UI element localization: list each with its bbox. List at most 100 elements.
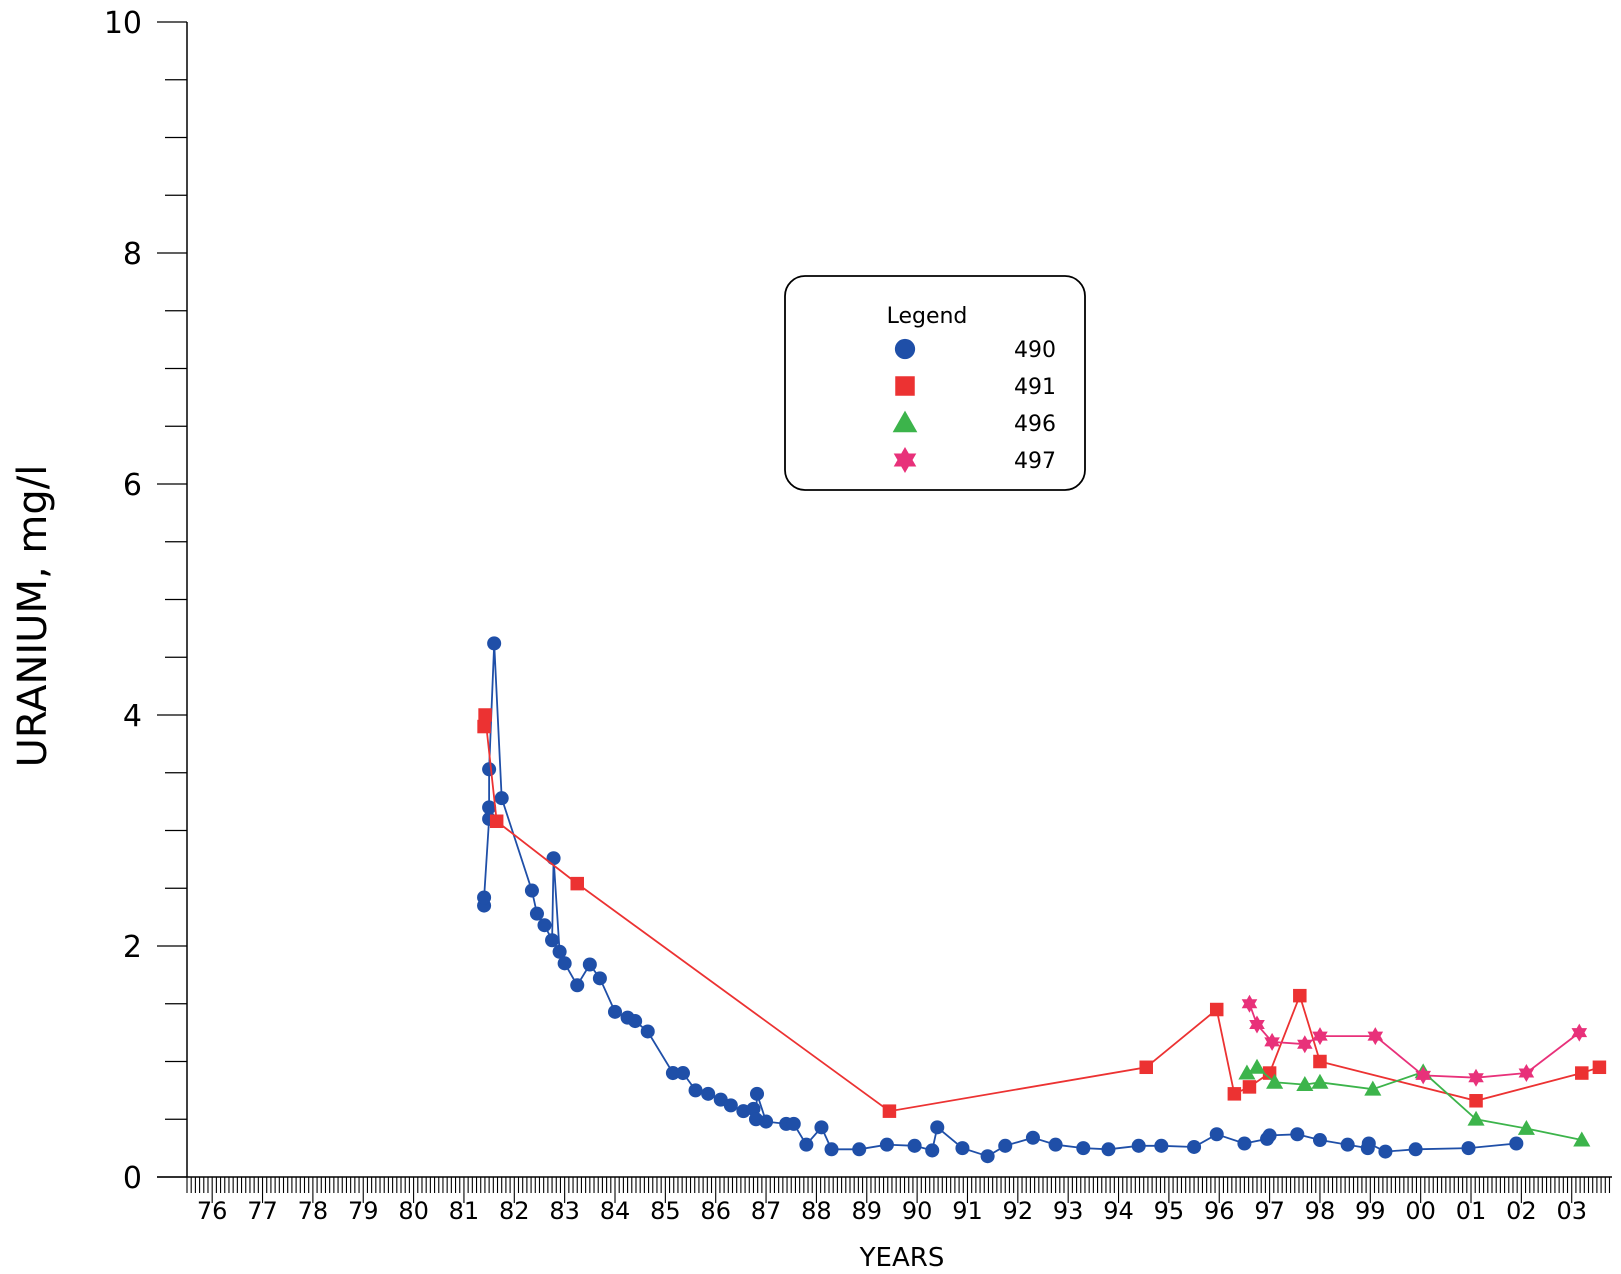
data-point-490 — [607, 1004, 623, 1019]
data-point-490 — [814, 1120, 829, 1135]
data-point-490 — [524, 883, 539, 898]
y-axis-title: URANIUM, mg/l — [10, 465, 56, 768]
x-axis-title: YEARS — [859, 1243, 945, 1273]
data-point-490 — [628, 1014, 643, 1029]
data-point-490 — [1209, 1127, 1224, 1142]
data-point-490 — [701, 1086, 716, 1101]
data-point-491 — [1575, 1066, 1589, 1080]
legend-title: Legend — [887, 304, 968, 329]
data-point-490 — [1237, 1136, 1252, 1151]
data-point-497 — [1297, 1035, 1313, 1054]
x-tick-label: 90 — [902, 1197, 933, 1225]
x-tick-label: 78 — [298, 1197, 329, 1225]
data-point-490 — [799, 1137, 814, 1152]
legend-marker-490 — [894, 338, 916, 360]
data-point-490 — [955, 1141, 970, 1156]
data-point-490 — [665, 1066, 680, 1081]
data-point-490 — [1025, 1130, 1040, 1145]
series-497 — [1241, 994, 1588, 1087]
y-tick-label: 4 — [123, 699, 142, 734]
data-point-491 — [478, 708, 492, 722]
x-tick-label: 77 — [247, 1197, 278, 1225]
x-tick-label: 84 — [600, 1197, 631, 1225]
series-491 — [477, 708, 1607, 1118]
data-point-490 — [998, 1138, 1013, 1153]
data-point-497 — [1367, 1027, 1384, 1046]
x-tick-label: 93 — [1053, 1197, 1084, 1225]
data-point-490 — [675, 1066, 691, 1081]
data-point-497 — [1249, 1015, 1265, 1034]
data-point-490 — [552, 944, 567, 959]
data-point-490 — [1340, 1137, 1355, 1152]
x-tick-label: 80 — [398, 1197, 429, 1225]
x-tick-label: 01 — [1456, 1197, 1487, 1225]
data-point-490 — [786, 1116, 801, 1131]
data-point-490 — [582, 957, 597, 972]
data-point-497 — [1415, 1066, 1431, 1085]
data-point-491 — [1293, 988, 1307, 1003]
x-tick-label: 82 — [499, 1197, 530, 1225]
data-point-496 — [1311, 1073, 1329, 1089]
data-point-491 — [477, 719, 491, 734]
data-point-490 — [723, 1098, 738, 1113]
data-point-497 — [1571, 1023, 1588, 1042]
data-point-491 — [1592, 1060, 1607, 1075]
data-point-490 — [925, 1143, 940, 1158]
data-point-490 — [759, 1114, 774, 1129]
data-point-490 — [546, 851, 561, 866]
series-line-490 — [483, 643, 1517, 1158]
y-ticks: 0 2 4 6 8 10 — [104, 6, 187, 1196]
x-tick-label: 98 — [1305, 1197, 1336, 1225]
data-point-497 — [1241, 994, 1258, 1013]
data-point-491 — [1262, 1066, 1277, 1080]
data-point-491 — [1139, 1060, 1153, 1075]
data-point-496 — [1364, 1080, 1382, 1096]
data-point-490 — [1461, 1141, 1476, 1156]
x-tick-label: 86 — [700, 1197, 731, 1225]
series-496 — [1238, 1058, 1591, 1147]
series-layer — [477, 636, 1607, 1164]
data-point-490 — [1048, 1137, 1063, 1152]
data-point-490 — [1076, 1141, 1091, 1156]
legend-label-496: 496 — [1014, 412, 1056, 437]
data-point-490 — [1361, 1136, 1376, 1151]
data-point-497 — [1264, 1032, 1280, 1051]
data-point-491 — [570, 876, 584, 891]
y-tick-label: 8 — [123, 237, 142, 272]
data-point-496 — [1467, 1110, 1485, 1126]
y-tick-label: 10 — [104, 6, 142, 41]
x-tick-label: 95 — [1154, 1197, 1185, 1225]
series-line-496 — [1246, 1066, 1582, 1141]
x-tick-label: 97 — [1254, 1197, 1285, 1225]
x-tick-label: 85 — [650, 1197, 681, 1225]
data-point-491 — [1209, 1002, 1224, 1017]
x-tick-label: 96 — [1204, 1197, 1235, 1225]
data-point-496 — [1573, 1131, 1591, 1147]
data-point-490 — [1131, 1138, 1146, 1153]
x-tick-label: 87 — [751, 1197, 782, 1225]
series-490 — [477, 636, 1524, 1164]
data-point-490 — [907, 1138, 922, 1153]
data-point-490 — [1378, 1144, 1393, 1159]
x-tick-label: 89 — [851, 1197, 882, 1225]
data-point-490 — [688, 1083, 703, 1098]
data-point-490 — [852, 1142, 867, 1157]
data-point-490 — [1509, 1136, 1524, 1151]
legend-label-491: 491 — [1014, 375, 1056, 400]
data-point-490 — [824, 1142, 839, 1157]
x-tick-label: 99 — [1355, 1197, 1386, 1225]
x-tick-label: 94 — [1103, 1197, 1134, 1225]
data-point-490 — [477, 890, 492, 905]
data-point-497 — [1518, 1064, 1535, 1082]
data-point-496 — [1517, 1119, 1535, 1135]
data-point-491 — [1227, 1087, 1242, 1101]
data-point-490 — [557, 956, 572, 971]
data-point-491 — [882, 1104, 897, 1118]
data-point-490 — [1262, 1128, 1277, 1143]
data-point-490 — [1101, 1142, 1116, 1157]
legend-entries: 490 491 496 497 — [892, 338, 1056, 474]
legend-label-490: 490 — [1014, 338, 1056, 363]
data-point-490 — [545, 933, 560, 948]
data-point-490 — [640, 1024, 655, 1039]
